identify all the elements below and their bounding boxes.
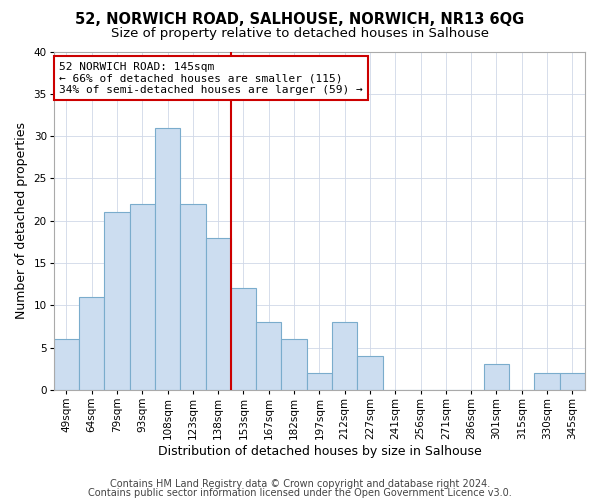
Text: Size of property relative to detached houses in Salhouse: Size of property relative to detached ho… [111, 28, 489, 40]
Bar [535, 373, 560, 390]
Text: 52 NORWICH ROAD: 145sqm
← 66% of detached houses are smaller (115)
34% of semi-d: 52 NORWICH ROAD: 145sqm ← 66% of detache… [59, 62, 363, 95]
Y-axis label: Number of detached properties: Number of detached properties [15, 122, 28, 319]
Bar [332, 322, 358, 390]
Bar [358, 356, 383, 390]
Text: Contains HM Land Registry data © Crown copyright and database right 2024.: Contains HM Land Registry data © Crown c… [110, 479, 490, 489]
Bar [130, 204, 155, 390]
Bar [484, 364, 509, 390]
Bar [180, 204, 206, 390]
X-axis label: Distribution of detached houses by size in Salhouse: Distribution of detached houses by size … [157, 444, 481, 458]
Bar [104, 212, 130, 390]
Bar [206, 238, 231, 390]
Bar [155, 128, 180, 390]
Bar [79, 297, 104, 390]
Text: 52, NORWICH ROAD, SALHOUSE, NORWICH, NR13 6QG: 52, NORWICH ROAD, SALHOUSE, NORWICH, NR1… [76, 12, 524, 28]
Bar [256, 322, 281, 390]
Bar [560, 373, 585, 390]
Bar [307, 373, 332, 390]
Bar [54, 339, 79, 390]
Bar [231, 288, 256, 390]
Bar [281, 339, 307, 390]
Text: Contains public sector information licensed under the Open Government Licence v3: Contains public sector information licen… [88, 488, 512, 498]
